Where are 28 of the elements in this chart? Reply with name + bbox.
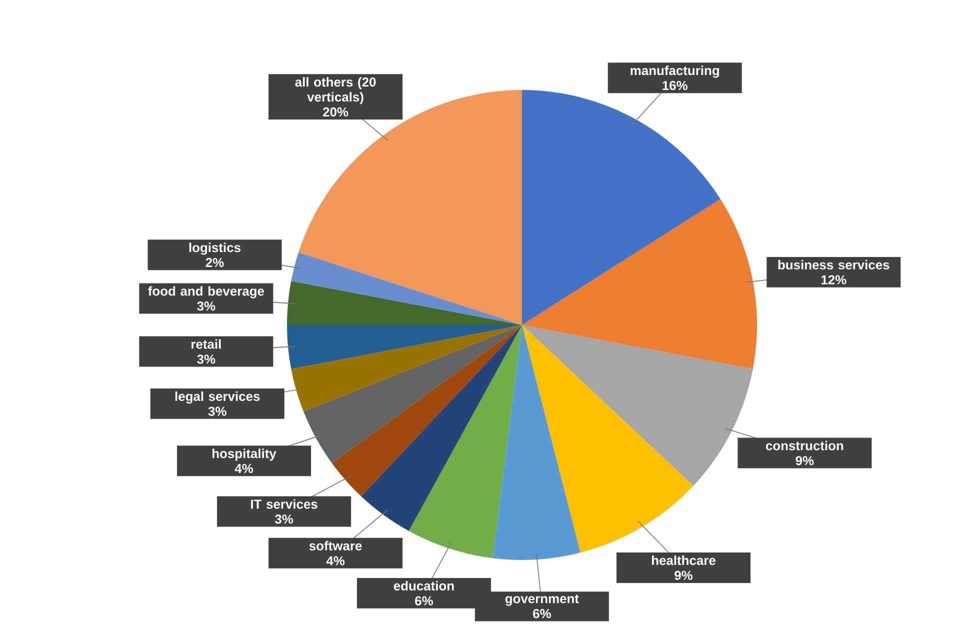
data-label: 9% — [796, 456, 814, 466]
slice-label: hospitality — [212, 448, 276, 461]
data-label: 16% — [662, 80, 688, 90]
slice-label: logistics — [189, 242, 240, 255]
slice-label: construction — [766, 440, 844, 450]
data-label: 4% — [326, 556, 345, 566]
data-label: 3% — [274, 514, 294, 524]
slice-label: software — [309, 540, 362, 550]
slice-label: manufacturing — [630, 66, 719, 78]
slice-label: business services — [778, 260, 890, 270]
slice-label: education — [394, 580, 454, 590]
slice-label: all others (20 verticals) — [295, 77, 376, 104]
data-label: 6% — [415, 596, 433, 606]
slice-label: healthcare — [652, 555, 716, 566]
data-label: 2% — [206, 258, 224, 268]
data-label: 12% — [821, 275, 846, 284]
slice-label: IT services — [251, 499, 318, 509]
data-label: 9% — [674, 570, 693, 580]
data-label: 3% — [208, 406, 226, 416]
slice-label: legal services — [175, 391, 260, 404]
slice-label: food and beverage — [148, 286, 264, 298]
data-label: 3% — [197, 302, 216, 311]
data-label: 4% — [234, 464, 254, 474]
data-label: 6% — [533, 609, 551, 618]
slice-label: government — [505, 594, 579, 606]
data-label: 20% — [323, 107, 348, 117]
data-label: 3% — [197, 354, 216, 364]
slice-label: retail — [192, 339, 221, 349]
